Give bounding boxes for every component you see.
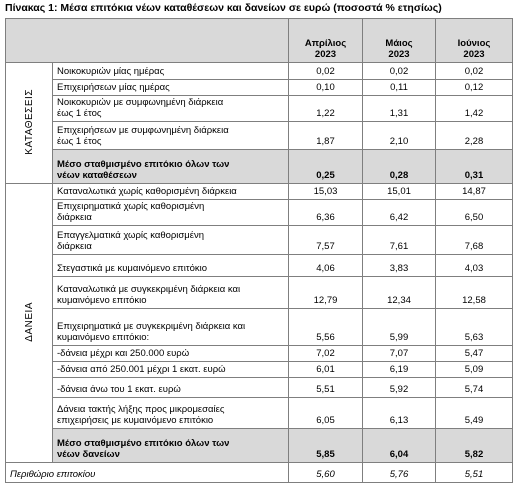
row-label: Καταναλωτικά με συγκεκριμένη διάρκεια κα… [52, 276, 289, 309]
row-label: Επιχειρηματικά χωρίς καθορισμένη διάρκει… [52, 199, 289, 226]
rate-value: 12,34 [362, 276, 436, 309]
footer-value: 5,76 [362, 462, 436, 483]
section-label: ΚΑΤΑΘΕΣΕΙΣ [23, 88, 35, 155]
row-label: Επιχειρηματικά με συγκεκριμένη διάρκεια … [52, 308, 289, 346]
row-label: Επιχειρήσεων μίας ημέρας [52, 79, 289, 96]
rate-value: 1,22 [288, 95, 363, 122]
rate-value: 0,02 [288, 62, 363, 80]
row-label: -δάνεια άνω του 1 εκατ. ευρώ [52, 377, 289, 398]
row-label: -δάνεια μέχρι και 250.000 ευρώ [52, 345, 289, 362]
rate-value: 0,02 [435, 62, 513, 80]
row-label: Νοικοκυριών με συμφωνημένη διάρκεια έως … [52, 95, 289, 122]
row-label: Μέσο σταθμισμένο επιτόκιο όλων των νέων … [52, 149, 289, 184]
rate-value: 0,25 [288, 149, 363, 184]
rate-value: 6,36 [288, 199, 363, 226]
rate-value: 15,01 [362, 183, 436, 200]
rate-value: 0,11 [362, 79, 436, 96]
rate-value: 2,10 [362, 121, 436, 150]
rate-value: 1,31 [362, 95, 436, 122]
rate-value: 5,74 [435, 377, 513, 398]
table-row: Δάνεια τακτής λήξης προς μικρομεσαίες επ… [6, 397, 513, 429]
table-row: Επιχειρηματικά χωρίς καθορισμένη διάρκει… [6, 199, 513, 226]
section-label-cell: ΔΑΝΕΙΑ [5, 183, 53, 463]
rate-value: 12,79 [288, 276, 363, 309]
rate-value: 5,82 [435, 428, 513, 463]
rate-value: 5,99 [362, 308, 436, 346]
table-row: -δάνεια από 250.001 μέχρι 1 εκατ. ευρώ 6,… [6, 361, 513, 378]
table-row: Επιχειρηματικά με συγκεκριμένη διάρκεια … [6, 308, 513, 346]
rate-value: 6,19 [362, 361, 436, 378]
column-header: Απρίλιος 2023 [288, 18, 363, 63]
footer-value: 5,60 [288, 462, 363, 483]
section-label: ΔΑΝΕΙΑ [23, 301, 35, 342]
rate-value: 15,03 [288, 183, 363, 200]
table-row: -δάνεια άνω του 1 εκατ. ευρώ 5,51 5,92 5,74 [6, 377, 513, 398]
rate-value: 0,12 [435, 79, 513, 96]
row-label: Νοικοκυριών μίας ημέρας [52, 62, 289, 80]
rate-value: 5,63 [435, 308, 513, 346]
footer-label: Περιθώριο επιτοκίου [5, 462, 289, 483]
table-row: Επιχειρήσεων με συμφωνημένη διάρκεια έως… [6, 121, 513, 150]
column-header: Μάιος 2023 [362, 18, 436, 63]
rate-value: 3,83 [362, 254, 436, 277]
table-title: Πίνακας 1: Μέσα επιτόκια νέων καταθέσεων… [5, 2, 442, 14]
rate-value: 1,87 [288, 121, 363, 150]
rate-value: 5,85 [288, 428, 363, 463]
table-row: Νοικοκυριών με συμφωνημένη διάρκεια έως … [6, 95, 513, 122]
table-row: -δάνεια μέχρι και 250.000 ευρώ 7,02 7,07 5,… [6, 345, 513, 362]
rate-value: 6,05 [288, 397, 363, 429]
rate-value: 7,02 [288, 345, 363, 362]
row-label: Μέσο σταθμισμένο επιτόκιο όλων των νέων … [52, 428, 289, 463]
section-label-cell: ΚΑΤΑΘΕΣΕΙΣ [5, 62, 53, 184]
rate-value: 5,47 [435, 345, 513, 362]
table-row: Μέσο σταθμισμένο επιτόκιο όλων των νέων … [6, 428, 513, 463]
rate-value: 1,42 [435, 95, 513, 122]
column-header: Ιούνιος 2023 [435, 18, 513, 63]
rate-value: 0,02 [362, 62, 436, 80]
rate-value: 4,03 [435, 254, 513, 277]
rate-value: 7,57 [288, 225, 363, 255]
rate-value: 0,31 [435, 149, 513, 184]
rate-value: 5,09 [435, 361, 513, 378]
table-row: Επιχειρήσεων μίας ημέρας 0,10 0,11 0,12 [6, 79, 513, 96]
rate-value: 5,49 [435, 397, 513, 429]
table-row: Μέσο σταθμισμένο επιτόκιο όλων των νέων … [6, 149, 513, 184]
table-row: ΚΑΤΑΘΕΣΕΙΣ Νοικοκυριών μίας ημέρας 0,02 0,0… [5, 62, 513, 184]
rate-value: 12,58 [435, 276, 513, 309]
row-label: Επαγγελματικά χωρίς καθορισμένη διάρκεια [52, 225, 289, 255]
rate-value: 0,28 [362, 149, 436, 184]
row-label: Στεγαστικά με κυμαινόμενο επιτόκιο [52, 254, 289, 277]
rate-value: 7,68 [435, 225, 513, 255]
rate-value: 2,28 [435, 121, 513, 150]
rate-value: 5,51 [288, 377, 363, 398]
table-row: ΔΑΝΕΙΑ Καταναλωτικά χωρίς καθορισμένη διά… [5, 183, 513, 463]
rate-value: 7,61 [362, 225, 436, 255]
rate-value: 14,87 [435, 183, 513, 200]
rate-value: 7,07 [362, 345, 436, 362]
footer-value: 5,51 [435, 462, 513, 483]
table-row: Καταναλωτικά με συγκεκριμένη διάρκεια κα… [6, 276, 513, 309]
rate-value: 0,10 [288, 79, 363, 96]
rates-table: Απρίλιος 2023 Μάιος 2023 Ιούνιος 2023 ΚΑΤΑΘ… [5, 18, 513, 483]
rate-value: 6,01 [288, 361, 363, 378]
row-label: -δάνεια από 250.001 μέχρι 1 εκατ. ευρώ [52, 361, 289, 378]
row-label: Επιχειρήσεων με συμφωνημένη διάρκεια έως… [52, 121, 289, 150]
rate-value: 6,13 [362, 397, 436, 429]
rate-value: 5,92 [362, 377, 436, 398]
rate-value: 6,42 [362, 199, 436, 226]
table-row: Στεγαστικά με κυμαινόμενο επιτόκιο 4,06 3,… [6, 254, 513, 277]
row-label: Καταναλωτικά χωρίς καθορισμένη διάρκεια [52, 183, 289, 200]
header-row: Απρίλιος 2023 Μάιος 2023 Ιούνιος 2023 [5, 18, 513, 63]
footer-row: Περιθώριο επιτοκίου 5,60 5,76 5,51 [5, 462, 513, 483]
rate-value: 5,56 [288, 308, 363, 346]
table-row: Επαγγελματικά χωρίς καθορισμένη διάρκεια… [6, 225, 513, 255]
rate-value: 6,04 [362, 428, 436, 463]
rate-value: 6,50 [435, 199, 513, 226]
row-label: Δάνεια τακτής λήξης προς μικρομεσαίες επ… [52, 397, 289, 429]
header-cell [5, 18, 289, 63]
rate-value: 4,06 [288, 254, 363, 277]
